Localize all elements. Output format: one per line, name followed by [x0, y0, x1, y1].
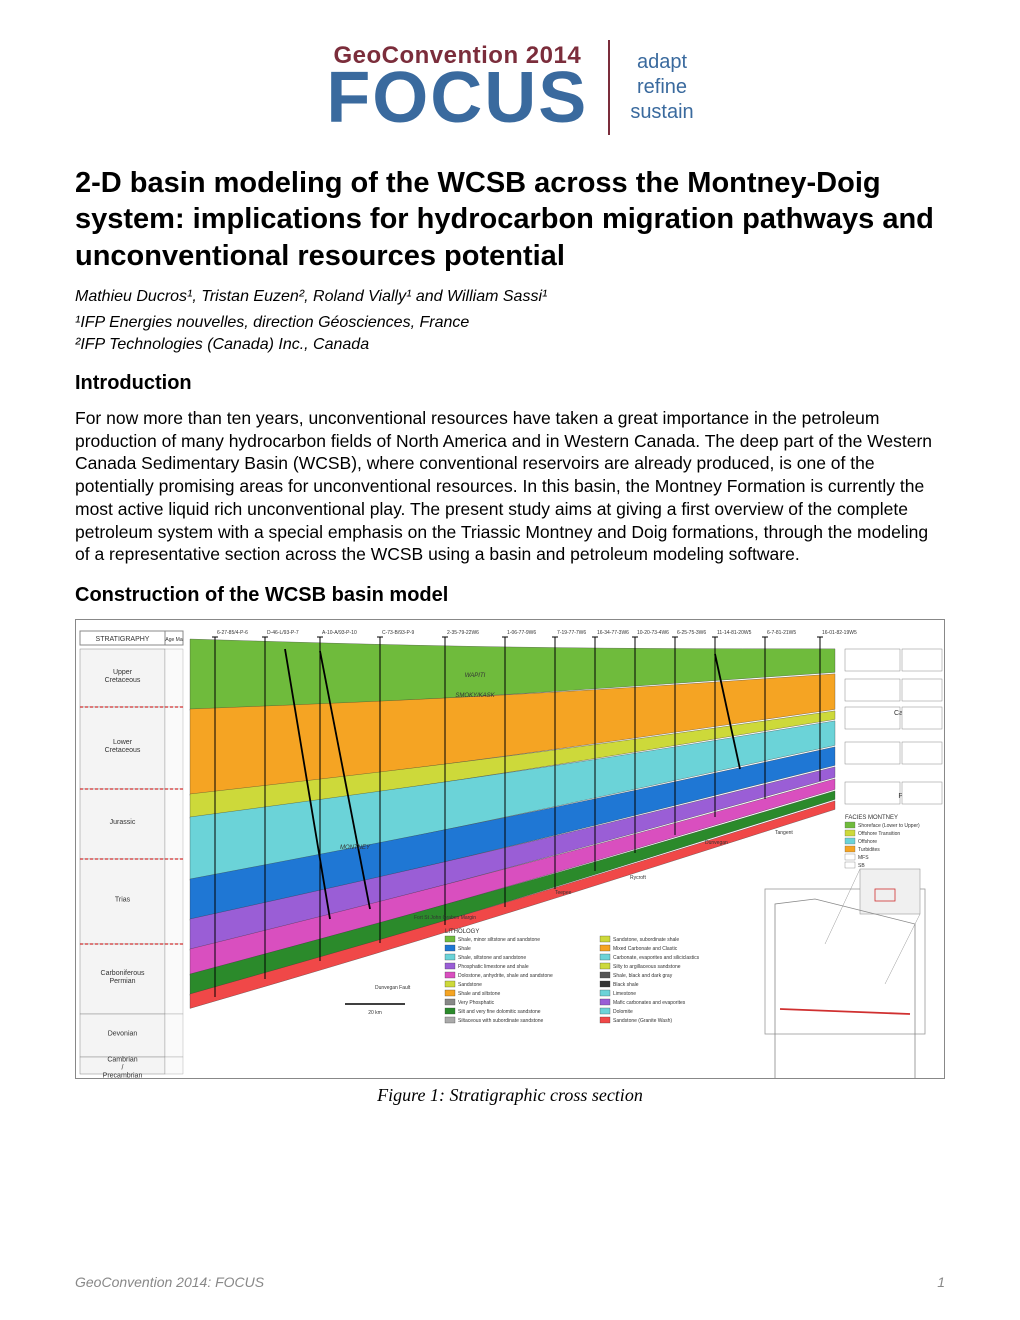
svg-text:Dunvegan Fault: Dunvegan Fault: [375, 985, 411, 991]
svg-text:Jurassic: Jurassic: [110, 819, 136, 826]
svg-text:11-14-81-20W5: 11-14-81-20W5: [717, 630, 752, 636]
affiliation-2: ²IFP Technologies (Canada) Inc., Canada: [75, 336, 945, 354]
svg-text:Cretaceous: Cretaceous: [105, 677, 141, 684]
authors-line: Mathieu Ducros¹, Tristan Euzen², Roland …: [75, 288, 945, 306]
svg-text:Very Phosphatic: Very Phosphatic: [458, 1000, 495, 1006]
svg-text:MFS: MFS: [858, 855, 869, 861]
svg-text:20 km: 20 km: [368, 1010, 382, 1016]
cross-section-diagram: STRATIGRAPHYAge MaUpperCretaceousLowerCr…: [75, 619, 945, 1079]
svg-text:Offshore: Offshore: [858, 839, 877, 845]
page-footer: GeoConvention 2014: FOCUS 1: [75, 1274, 945, 1290]
svg-text:Carbonate, evaporites and sili: Carbonate, evaporites and siliciclastics: [613, 955, 700, 961]
svg-text:Phosphatic limestone and shale: Phosphatic limestone and shale: [458, 964, 529, 970]
logo-big-text: FOCUS: [326, 62, 588, 134]
svg-text:Shale, siltstone and sandstone: Shale, siltstone and sandstone: [458, 955, 526, 961]
section-model-head: Construction of the WCSB basin model: [75, 584, 945, 607]
svg-text:Shoreface (Lower to Upper): Shoreface (Lower to Upper): [858, 823, 920, 829]
svg-text:10-20-73-4W6: 10-20-73-4W6: [637, 630, 669, 636]
svg-text:Teepee: Teepee: [555, 890, 572, 896]
svg-text:Age Ma: Age Ma: [165, 637, 182, 643]
svg-text:Upper: Upper: [113, 669, 133, 676]
logo-divider: [608, 40, 610, 135]
svg-text:Mixed Carbonate and Clastic: Mixed Carbonate and Clastic: [613, 946, 678, 952]
svg-text:Cambrian: Cambrian: [107, 1057, 137, 1064]
svg-text:Cretaceous: Cretaceous: [105, 747, 141, 754]
tagline-1: adapt: [630, 51, 693, 74]
svg-text:SMOKY/KASK: SMOKY/KASK: [455, 693, 495, 699]
logo-left: GeoConvention 2014 FOCUS: [326, 42, 588, 134]
svg-text:LITHOLOGY: LITHOLOGY: [445, 929, 479, 935]
svg-text:Offshore Transition: Offshore Transition: [858, 831, 900, 837]
svg-text:Siltaceous with subordinate sa: Siltaceous with subordinate sandstone: [458, 1018, 544, 1024]
svg-text:SB: SB: [858, 863, 865, 869]
svg-text:A-10-A/93-P-10: A-10-A/93-P-10: [322, 630, 357, 636]
tagline-3: sustain: [630, 101, 693, 124]
svg-text:Dolostone, anhydrite, shale an: Dolostone, anhydrite, shale and sandston…: [458, 973, 553, 979]
svg-text:Shale, black and dark gray: Shale, black and dark gray: [613, 973, 673, 979]
svg-text:Sandstone, subordinate shale: Sandstone, subordinate shale: [613, 937, 679, 943]
svg-text:6-27-85/4-P-6: 6-27-85/4-P-6: [217, 630, 248, 636]
svg-text:Silty to argillaceous sandston: Silty to argillaceous sandstone: [613, 964, 681, 970]
svg-text:Shale, minor siltstone and san: Shale, minor siltstone and sandstone: [458, 937, 540, 943]
svg-text:Limestone: Limestone: [613, 991, 636, 997]
svg-text:Sandstone (Granite Wash): Sandstone (Granite Wash): [613, 1018, 672, 1024]
footer-left: GeoConvention 2014: FOCUS: [75, 1274, 264, 1290]
svg-text:Turbidites: Turbidites: [858, 847, 880, 853]
svg-text:Dolomite: Dolomite: [613, 1009, 633, 1015]
svg-text:Sandstone: Sandstone: [458, 982, 482, 988]
svg-text:C-73-B/93-P-9: C-73-B/93-P-9: [382, 630, 414, 636]
svg-text:Rycroft: Rycroft: [630, 875, 646, 881]
svg-text:16-01-82-19W5: 16-01-82-19W5: [822, 630, 857, 636]
section-intro-head: Introduction: [75, 372, 945, 395]
paper-title: 2-D basin modeling of the WCSB across th…: [75, 165, 945, 274]
svg-text:Trias: Trias: [115, 897, 131, 904]
svg-text:Black shale: Black shale: [613, 982, 639, 988]
svg-text:Dunvegan: Dunvegan: [705, 840, 728, 846]
svg-text:Fort St John Graben Margin: Fort St John Graben Margin: [414, 915, 476, 921]
svg-text:6-7-81-21W5: 6-7-81-21W5: [767, 630, 796, 636]
svg-text:Mafic carbonates and evaporite: Mafic carbonates and evaporites: [613, 1000, 686, 1006]
tagline-2: refine: [630, 76, 693, 99]
svg-text:Shale and siltstone: Shale and siltstone: [458, 991, 500, 997]
svg-text:16-34-77-3W6: 16-34-77-3W6: [597, 630, 629, 636]
figure-1: STRATIGRAPHYAge MaUpperCretaceousLowerCr…: [75, 619, 945, 1106]
svg-text:2-35-79-22W6: 2-35-79-22W6: [447, 630, 479, 636]
svg-text:Lower: Lower: [113, 739, 133, 746]
svg-text:FACIES MONTNEY: FACIES MONTNEY: [845, 815, 898, 821]
svg-text:Shale: Shale: [458, 946, 471, 952]
svg-text:6-25-75-3W6: 6-25-75-3W6: [677, 630, 706, 636]
svg-text:MONTNEY: MONTNEY: [340, 845, 371, 851]
intro-paragraph: For now more than ten years, unconventio…: [75, 407, 945, 566]
svg-text:Devonian: Devonian: [108, 1031, 138, 1038]
svg-text:7-19-77-7W6: 7-19-77-7W6: [557, 630, 586, 636]
svg-text:/: /: [122, 1065, 124, 1072]
svg-text:Precambrian: Precambrian: [103, 1073, 143, 1080]
svg-text:STRATIGRAPHY: STRATIGRAPHY: [96, 636, 150, 643]
svg-text:Carboniferous: Carboniferous: [101, 970, 145, 977]
svg-text:Silt and very fine dolomitic s: Silt and very fine dolomitic sandstone: [458, 1009, 541, 1015]
figure-caption: Figure 1: Stratigraphic cross section: [75, 1085, 945, 1106]
footer-right: 1: [937, 1274, 945, 1290]
svg-text:1-06-77-9W6: 1-06-77-9W6: [507, 630, 536, 636]
affiliation-1: ¹IFP Energies nouvelles, direction Géosc…: [75, 314, 945, 332]
logo-inner: GeoConvention 2014 FOCUS adapt refine su…: [326, 40, 693, 135]
svg-text:D-46-L/93-P-7: D-46-L/93-P-7: [267, 630, 299, 636]
logo-tagline: adapt refine sustain: [630, 51, 693, 124]
conference-logo: GeoConvention 2014 FOCUS adapt refine su…: [75, 40, 945, 135]
svg-text:Tangent: Tangent: [775, 830, 793, 836]
svg-text:Permian: Permian: [109, 978, 135, 985]
svg-text:WAPITI: WAPITI: [465, 673, 486, 679]
